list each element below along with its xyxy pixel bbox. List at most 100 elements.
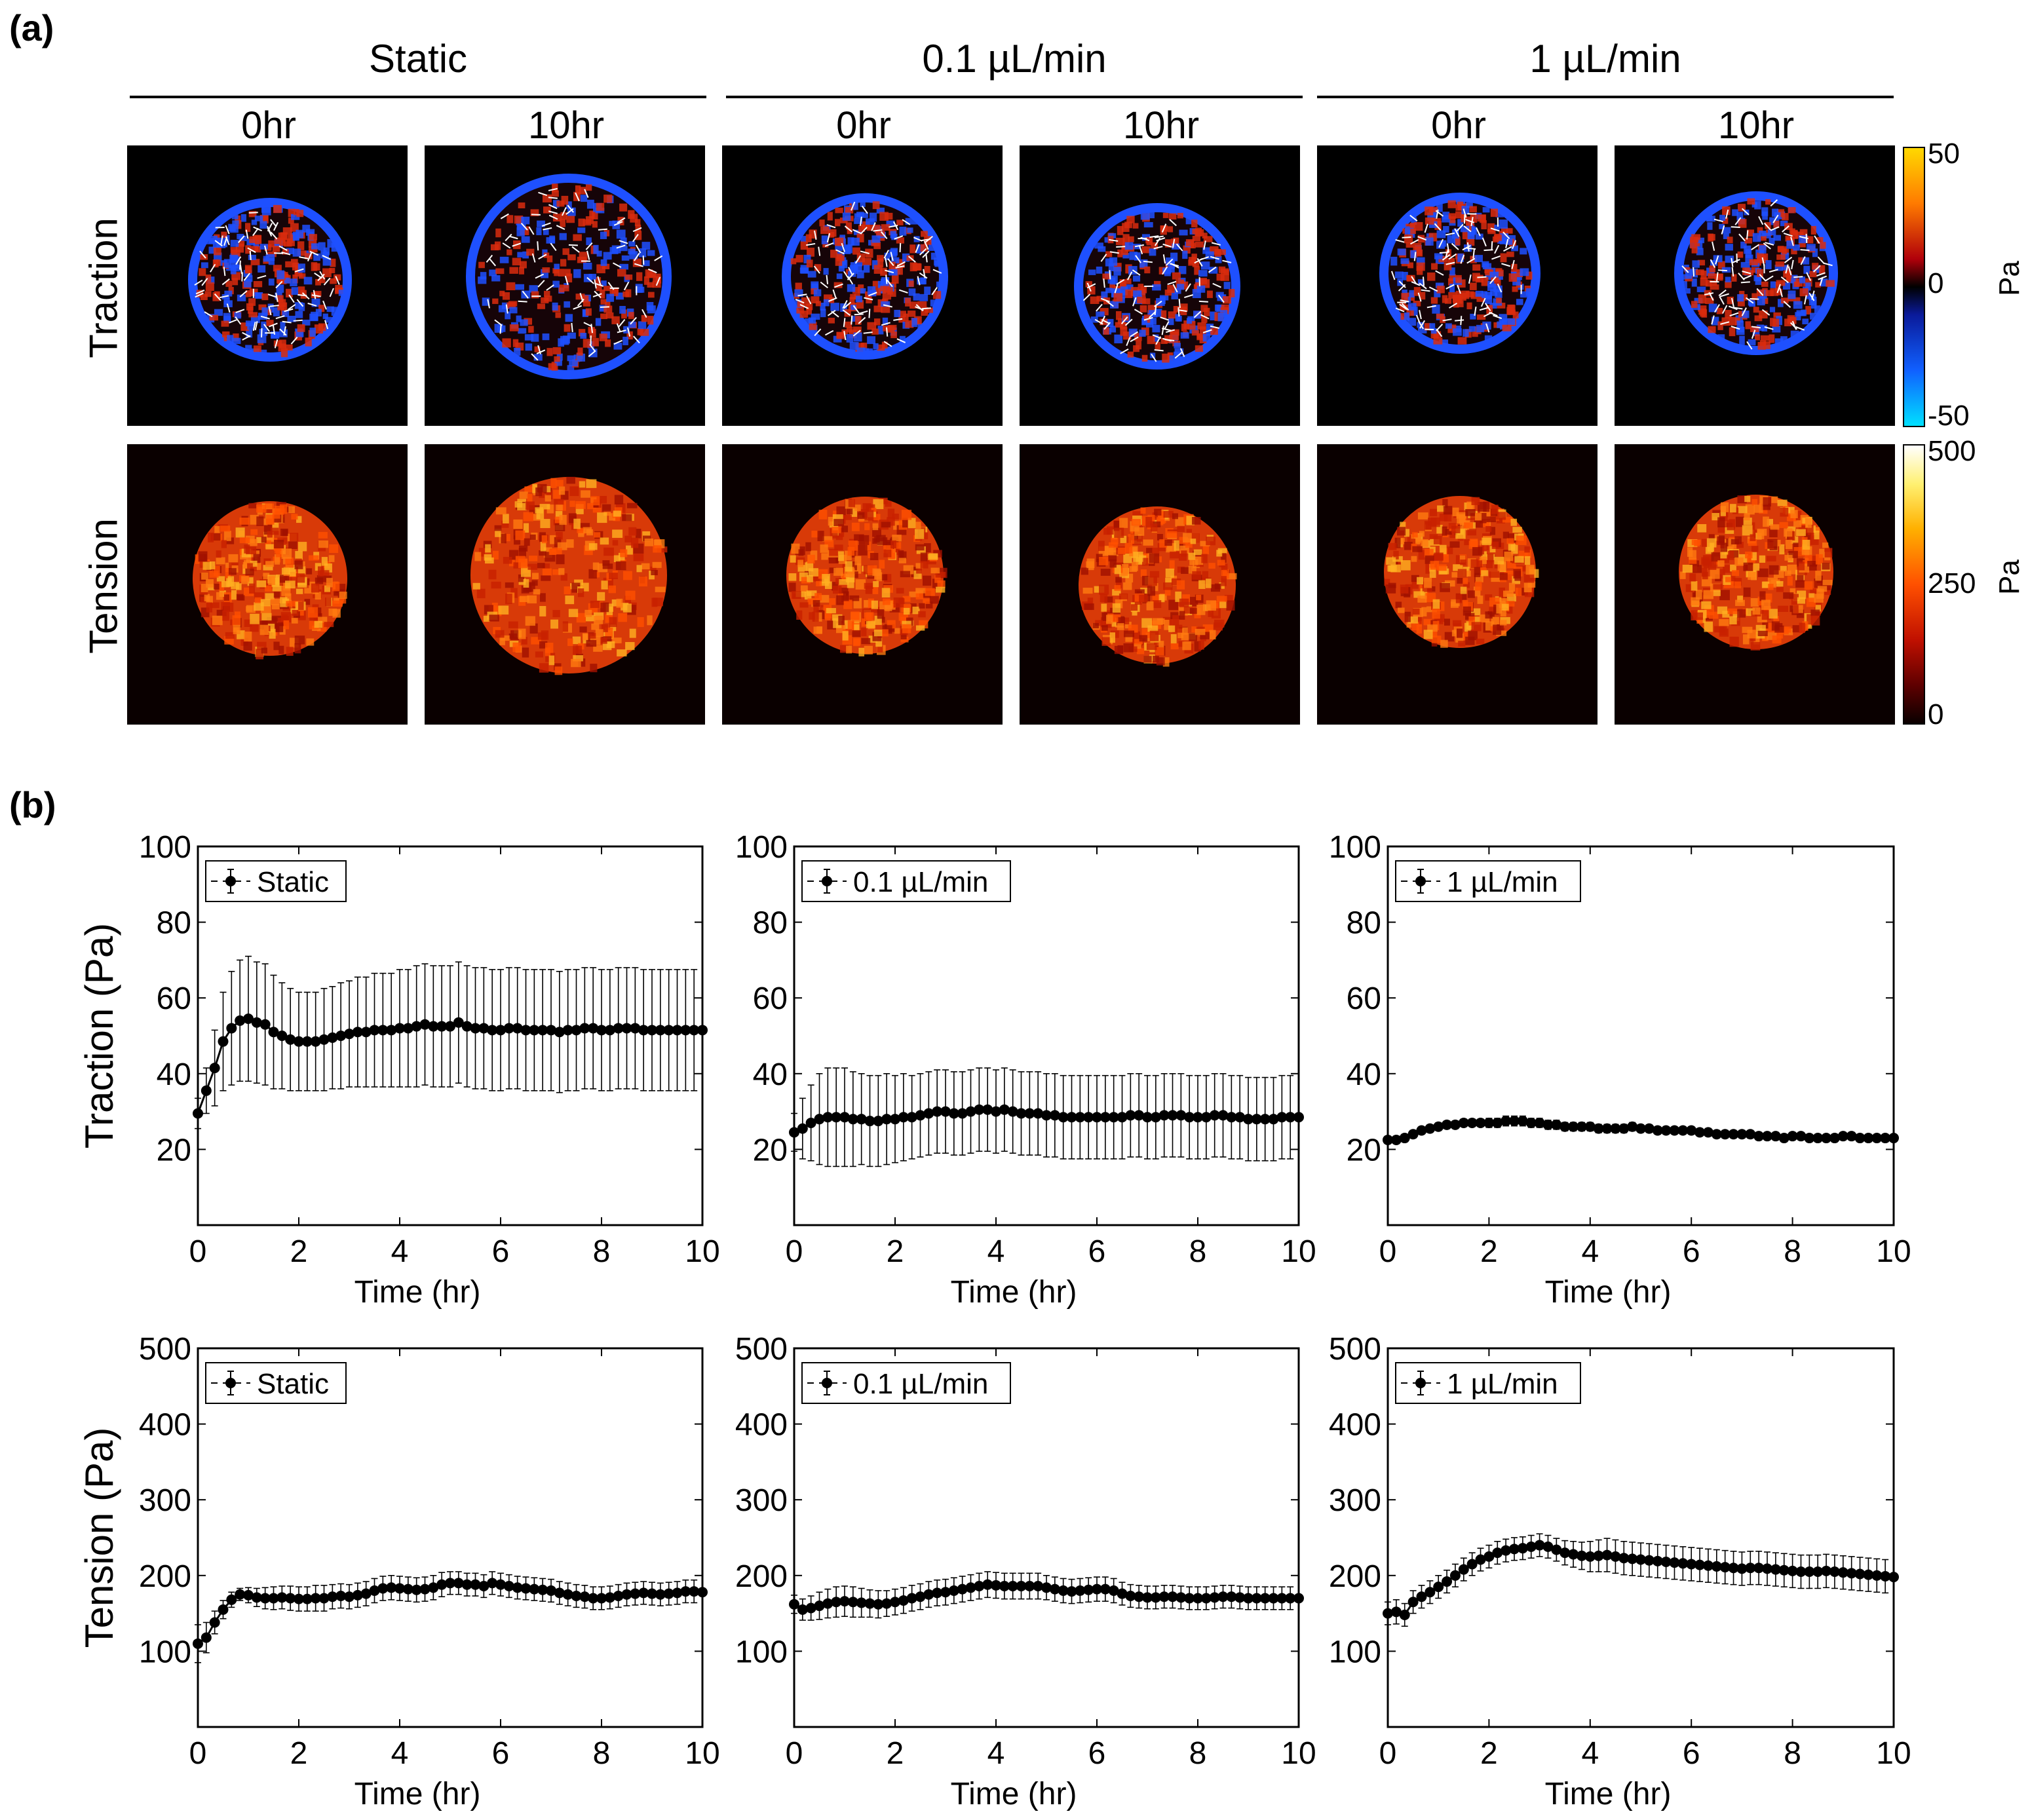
traction-pixel — [800, 236, 807, 242]
data-point — [218, 1036, 229, 1047]
traction-pixel — [267, 303, 274, 313]
traction-vector — [915, 244, 920, 254]
tension-pixel — [873, 629, 883, 637]
traction-pixel — [836, 273, 843, 279]
traction-pixel — [245, 223, 251, 232]
traction-pixel — [1220, 275, 1229, 281]
tension-pixel — [923, 575, 932, 586]
traction-pixel — [291, 287, 299, 295]
traction-pixel — [823, 268, 829, 275]
traction-pixel — [860, 199, 866, 207]
traction-vector — [1780, 276, 1789, 284]
traction-vector — [1720, 321, 1730, 325]
traction-pixel — [1717, 334, 1725, 342]
traction-pixel — [882, 317, 889, 326]
tension-pixel — [918, 611, 926, 618]
traction-vector — [858, 316, 866, 324]
tension-pixel — [329, 544, 339, 554]
traction-pixel — [592, 221, 598, 228]
traction-pixel — [845, 321, 852, 328]
tension-pixel — [493, 550, 499, 560]
traction-vector — [1763, 222, 1771, 231]
tension-pixel — [879, 616, 885, 623]
tension-pixel — [525, 616, 535, 626]
traction-pixel — [209, 314, 218, 321]
tension-pixel — [915, 625, 925, 631]
tension-pixel — [901, 510, 912, 520]
traction-pixel — [1477, 314, 1486, 320]
tension-pixel — [934, 575, 941, 583]
traction-pixel — [521, 216, 530, 225]
traction-pixel — [215, 237, 222, 243]
tension-pixel — [833, 519, 845, 527]
traction-pixel — [1439, 339, 1449, 347]
tension-pixel — [249, 583, 255, 594]
traction-pixel — [1475, 290, 1483, 297]
traction-vector — [1783, 301, 1791, 309]
traction-pixel — [1695, 269, 1704, 276]
tension-pixel — [613, 555, 621, 562]
traction-pixel — [1170, 252, 1178, 261]
tension-pixel — [500, 635, 510, 641]
traction-pixel — [495, 228, 501, 238]
traction-vector — [1710, 259, 1715, 268]
traction-vector — [851, 201, 856, 211]
traction-pixel — [1819, 265, 1826, 275]
tension-pixel — [586, 529, 594, 536]
tension-pixel — [552, 610, 560, 618]
traction-vector — [1729, 312, 1739, 316]
traction-vector — [868, 292, 877, 297]
traction-pixel — [318, 305, 325, 313]
traction-pixel — [552, 183, 558, 193]
traction-pixel — [1223, 282, 1231, 290]
tension-pixel — [622, 603, 632, 613]
traction-pixel — [585, 184, 592, 191]
traction-vector — [618, 319, 626, 328]
traction-pixel — [508, 301, 518, 307]
tension-pixel — [286, 647, 294, 656]
traction-pixel — [251, 219, 258, 225]
tension-pixel — [241, 576, 249, 584]
traction-pixel — [1139, 305, 1147, 313]
traction-pixel — [302, 319, 311, 326]
traction-pixel — [1717, 261, 1725, 269]
traction-vector — [893, 221, 899, 231]
traction-pixel — [1737, 251, 1744, 258]
traction-pixel — [543, 229, 549, 235]
traction-vector — [1704, 292, 1714, 295]
traction-vector — [594, 290, 602, 298]
traction-vector — [225, 225, 230, 235]
traction-vector — [634, 263, 643, 267]
traction-pixel — [1401, 293, 1408, 302]
traction-pixel — [827, 212, 833, 221]
traction-vector — [1130, 336, 1139, 343]
tension-pixel — [280, 597, 288, 607]
tension-pixel — [807, 554, 815, 564]
traction-pixel — [1445, 323, 1452, 329]
tension-pixel — [527, 493, 533, 502]
tension-pixel — [582, 633, 590, 641]
traction-pixel — [1406, 309, 1414, 316]
traction-vector — [1823, 262, 1833, 267]
tension-pixel — [843, 591, 849, 601]
traction-pixel — [1222, 296, 1231, 304]
tension-pixel — [853, 638, 860, 647]
tension-pixel — [600, 537, 609, 545]
traction-pixel — [1110, 301, 1119, 309]
traction-pixel — [1506, 252, 1514, 257]
traction-pixel — [1143, 314, 1151, 320]
traction-pixel — [1147, 212, 1155, 219]
tension-pixel — [826, 608, 836, 614]
tension-pixel — [529, 556, 538, 561]
tension-pixel — [647, 615, 653, 626]
traction-pixel — [261, 307, 268, 316]
tension-pixel — [832, 530, 838, 537]
traction-vector — [1398, 280, 1406, 288]
traction-pixel — [641, 314, 647, 322]
tension-pixel — [797, 559, 804, 567]
tension-pixel — [637, 616, 644, 628]
tension-pixel — [225, 632, 235, 639]
traction-pixel — [799, 311, 809, 318]
